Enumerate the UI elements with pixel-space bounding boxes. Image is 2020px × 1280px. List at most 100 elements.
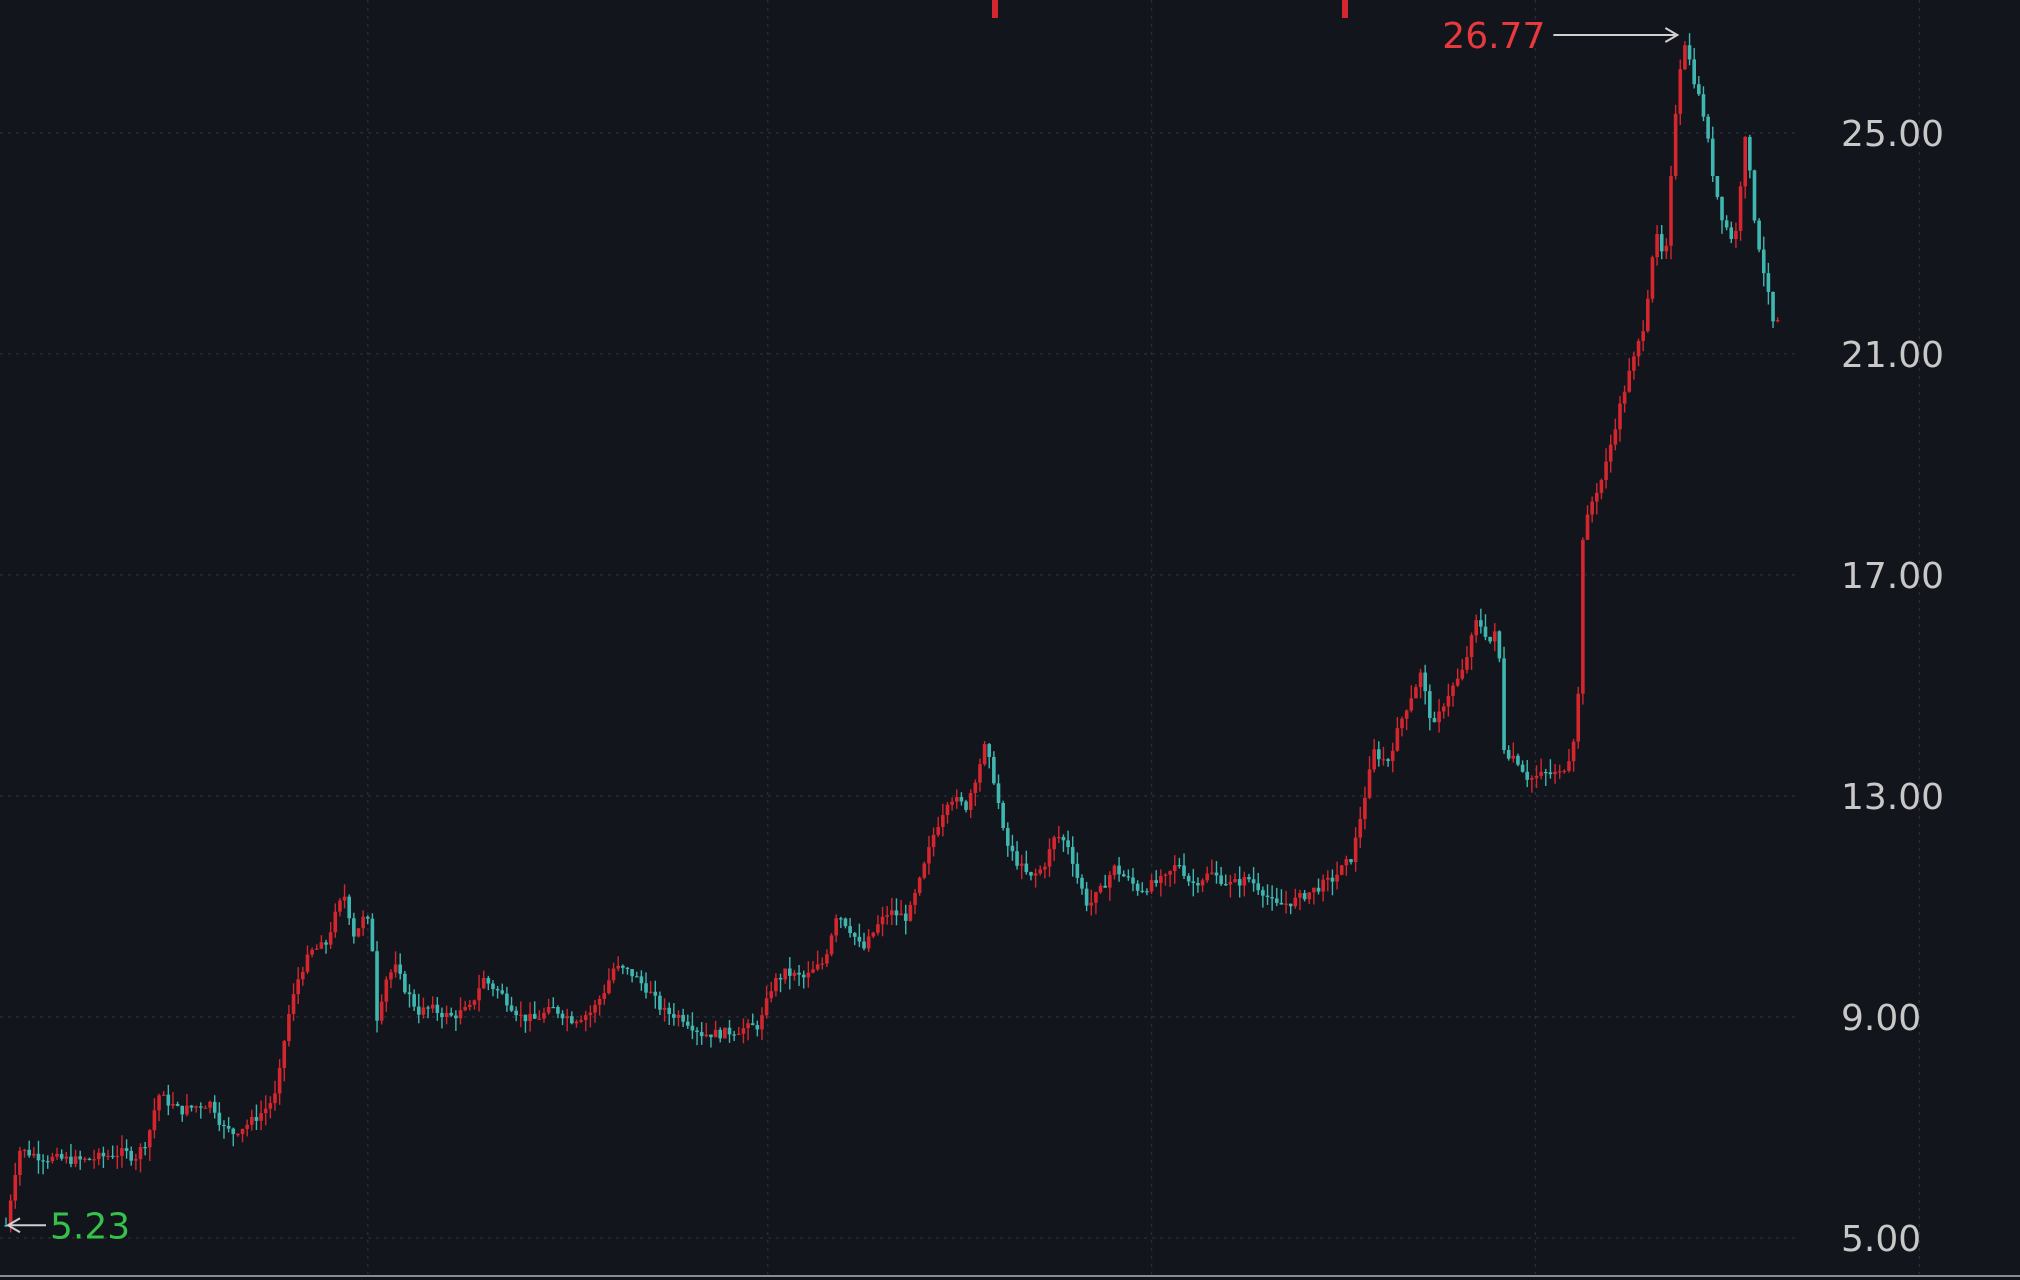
candle	[1029, 871, 1033, 881]
candle-body	[1066, 840, 1070, 848]
candle	[871, 931, 876, 939]
candle-body	[639, 976, 644, 984]
candle	[1729, 221, 1734, 244]
candle-body	[1543, 771, 1548, 774]
candle	[1131, 868, 1135, 892]
candle	[644, 972, 648, 999]
candle-body	[491, 983, 495, 990]
candle	[333, 903, 338, 938]
candle	[166, 1084, 171, 1116]
candle-body	[1349, 859, 1353, 863]
candle	[1066, 830, 1070, 855]
candle-body	[1298, 893, 1302, 898]
candle-body	[1024, 863, 1029, 873]
candle-body	[913, 892, 917, 905]
candle	[1771, 291, 1775, 328]
candle	[732, 1030, 736, 1042]
candle	[189, 1104, 194, 1112]
candle-body	[222, 1124, 226, 1127]
candle-body	[1428, 691, 1432, 719]
candle-body	[532, 1013, 537, 1019]
candle-body	[282, 1041, 287, 1068]
candle-body	[1409, 698, 1414, 711]
candle	[1001, 800, 1005, 831]
candle-body	[1084, 888, 1089, 906]
candle	[1590, 496, 1594, 523]
candle-body	[69, 1156, 73, 1164]
candle-body	[797, 972, 801, 975]
candle	[848, 917, 852, 938]
candle	[968, 789, 973, 819]
candle	[426, 1005, 430, 1019]
candle	[1775, 317, 1780, 323]
candle-body	[917, 877, 922, 893]
candle	[1516, 753, 1520, 767]
candle	[1641, 320, 1645, 352]
candle-body	[277, 1067, 282, 1094]
candle-body	[992, 756, 996, 784]
candle-body	[203, 1107, 208, 1109]
candle	[301, 966, 305, 986]
candle-body	[695, 1030, 699, 1033]
candle	[1724, 215, 1729, 231]
candle-body	[1265, 895, 1270, 898]
candle	[769, 981, 774, 1003]
candle-body	[1112, 865, 1117, 876]
candle-body	[254, 1117, 259, 1121]
candle-body	[602, 993, 607, 999]
candle	[583, 1010, 588, 1032]
candle-body	[440, 1012, 444, 1018]
candle-body	[1525, 771, 1530, 780]
candle	[27, 1140, 31, 1158]
candle-body	[876, 924, 880, 933]
candle-body	[134, 1159, 138, 1161]
candle	[1015, 841, 1019, 870]
candle	[1191, 868, 1196, 897]
candle-body	[783, 968, 787, 980]
candle	[1228, 875, 1233, 898]
candle-body	[727, 1027, 732, 1035]
candle	[138, 1143, 143, 1173]
candle-body	[1506, 750, 1511, 759]
candle-body	[922, 863, 927, 878]
candle-body	[92, 1159, 96, 1161]
candle-body	[973, 782, 978, 793]
candle	[1432, 711, 1437, 723]
candle-body	[801, 974, 806, 978]
candle-body	[987, 744, 992, 757]
candle	[1613, 418, 1618, 451]
candle	[992, 751, 996, 785]
candle	[1618, 396, 1622, 442]
candle	[384, 976, 389, 1012]
candle	[1288, 903, 1293, 915]
candle-body	[964, 801, 968, 810]
candle	[1219, 866, 1223, 886]
candle-body	[514, 1010, 518, 1016]
candle	[1061, 834, 1066, 852]
candle-body	[1479, 620, 1483, 627]
candle	[268, 1096, 273, 1119]
candle-body	[1163, 874, 1168, 876]
candle-body	[1650, 257, 1655, 299]
candle	[32, 1147, 36, 1158]
candle-body	[653, 991, 658, 996]
candle	[1024, 850, 1029, 875]
candle	[1047, 838, 1052, 877]
candle-body	[1154, 880, 1158, 884]
candle	[1214, 861, 1219, 884]
candle-body	[1182, 865, 1186, 876]
candle	[157, 1093, 161, 1122]
candle-body	[231, 1128, 236, 1135]
candle	[1177, 857, 1182, 869]
candle-body	[1455, 678, 1460, 686]
candle	[208, 1100, 212, 1114]
candle	[532, 1001, 537, 1019]
candle	[1720, 196, 1724, 234]
candle	[421, 997, 426, 1019]
candle	[1293, 888, 1298, 909]
candle-body	[1316, 887, 1321, 892]
candle-body	[41, 1160, 45, 1162]
candle	[1599, 478, 1604, 500]
candle	[1321, 874, 1325, 902]
candle-body	[597, 998, 602, 1005]
